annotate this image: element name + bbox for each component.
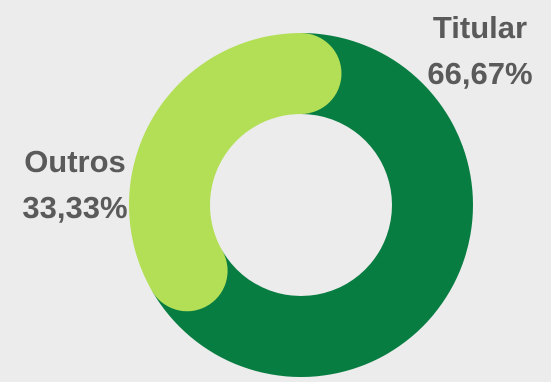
slice-label-titular-percent: 66,67% xyxy=(427,56,532,91)
donut-slice-titular xyxy=(152,33,473,377)
slice-label-outros-name: Outros xyxy=(24,144,126,179)
donut-slices xyxy=(128,33,473,377)
slice-label-titular-name: Titular xyxy=(433,10,527,45)
donut-slice-cap-start xyxy=(146,230,228,312)
donut-slice-outros xyxy=(128,33,301,291)
slice-label-outros-percent: 33,33% xyxy=(22,190,127,225)
donut-slice-cap-end xyxy=(260,33,342,114)
